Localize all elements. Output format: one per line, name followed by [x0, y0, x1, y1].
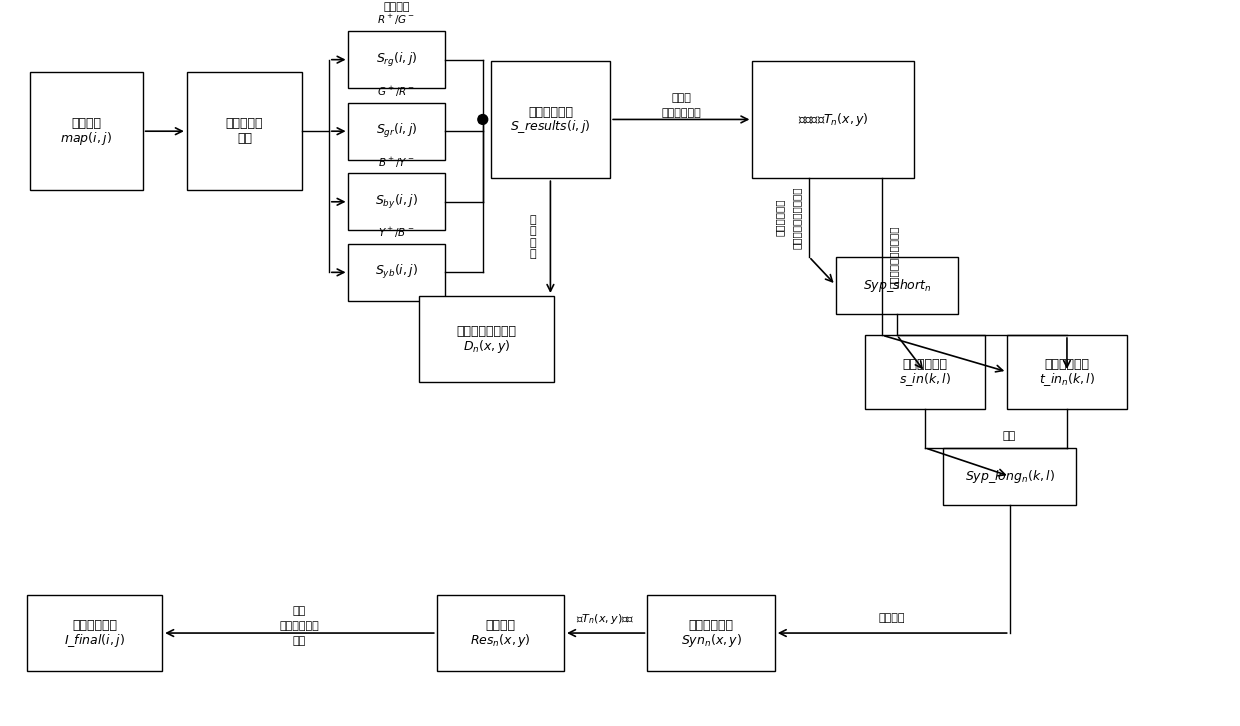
- Text: 突触作用矩阵: 突触作用矩阵: [688, 619, 734, 632]
- Text: $Syn_n(x,y)$: $Syn_n(x,y)$: [681, 632, 742, 649]
- Text: $G^+/R^-$: $G^+/R^-$: [377, 85, 415, 99]
- Text: 构建突触作用窗口: 构建突触作用窗口: [456, 325, 517, 338]
- Bar: [491, 61, 610, 179]
- Text: 边缘响应: 边缘响应: [485, 619, 516, 632]
- Text: $Y^+/B^-$: $Y^+/B^-$: [378, 226, 414, 240]
- Text: 重构: 重构: [293, 606, 306, 616]
- Text: 原始彩图: 原始彩图: [72, 118, 102, 131]
- Text: 结果融合: 结果融合: [879, 613, 905, 624]
- Text: $I\_final(i,j)$: $I\_final(i,j)$: [64, 632, 125, 649]
- Bar: [187, 73, 303, 190]
- Text: 短时程突触可塑性编码: 短时程突触可塑性编码: [791, 186, 801, 249]
- Text: 长时程突触可塑性编码: 长时程突触可塑性编码: [889, 225, 899, 288]
- Text: 时序编码响应: 时序编码响应: [1044, 358, 1090, 371]
- Bar: [944, 448, 1076, 505]
- Text: 单颜色拮抗: 单颜色拮抗: [226, 118, 263, 131]
- Text: $S_{rg}(i,j)$: $S_{rg}(i,j)$: [376, 51, 418, 69]
- Text: $S_{yb}(i,j)$: $S_{yb}(i,j)$: [374, 264, 418, 282]
- Bar: [647, 595, 775, 672]
- Bar: [419, 296, 554, 382]
- Text: $Syp\_long_n(k,l)$: $Syp\_long_n(k,l)$: [965, 468, 1055, 485]
- Bar: [30, 73, 143, 190]
- Text: 编码: 编码: [237, 132, 252, 145]
- Bar: [866, 335, 985, 409]
- Text: $t\_in_n(k,l)$: $t\_in_n(k,l)$: [1039, 371, 1095, 388]
- Bar: [753, 61, 914, 179]
- Text: 灰度归一化、: 灰度归一化、: [279, 621, 320, 631]
- Text: 与$T_n(x,y)$卷积: 与$T_n(x,y)$卷积: [577, 612, 635, 627]
- Text: $B^+/Y^-$: $B^+/Y^-$: [378, 155, 414, 170]
- Text: 滑
动
移
窗: 滑 动 移 窗: [529, 215, 536, 259]
- Text: $S_{by}(i,j)$: $S_{by}(i,j)$: [374, 193, 418, 211]
- Text: 相乘: 相乘: [1003, 431, 1017, 441]
- Bar: [348, 31, 445, 88]
- Text: 时间矩阵$T_n(x,y)$: 时间矩阵$T_n(x,y)$: [797, 111, 868, 128]
- Text: 边缘检测结果: 边缘检测结果: [72, 619, 117, 632]
- Bar: [348, 103, 445, 160]
- Text: 映射: 映射: [293, 636, 306, 646]
- Text: 放电时间编码: 放电时间编码: [661, 107, 701, 118]
- Circle shape: [477, 115, 487, 124]
- Bar: [1007, 335, 1127, 409]
- Text: $map(i,j)$: $map(i,j)$: [61, 130, 112, 147]
- Text: $S\_results(i,j)$: $S\_results(i,j)$: [510, 118, 590, 135]
- Text: 短时程邻域内: 短时程邻域内: [775, 199, 785, 236]
- Text: $s\_in(k,l)$: $s\_in(k,l)$: [899, 371, 951, 388]
- Text: 加权求和: 加权求和: [383, 1, 409, 12]
- Bar: [836, 257, 959, 314]
- Text: $S_{gr}(i,j)$: $S_{gr}(i,j)$: [376, 122, 418, 140]
- Bar: [348, 174, 445, 230]
- Bar: [436, 595, 564, 672]
- Text: 神经元: 神经元: [671, 93, 691, 103]
- Bar: [27, 595, 162, 672]
- Text: 加权编码响应: 加权编码响应: [528, 105, 573, 118]
- Text: $Syp\_short_n$: $Syp\_short_n$: [863, 277, 931, 293]
- Text: 空间编码响应: 空间编码响应: [903, 358, 947, 371]
- Text: $Res_n(x,y)$: $Res_n(x,y)$: [470, 632, 531, 649]
- Text: $D_n(x,y)$: $D_n(x,y)$: [463, 338, 511, 355]
- Bar: [348, 244, 445, 301]
- Text: $R^+/G^-$: $R^+/G^-$: [377, 13, 415, 28]
